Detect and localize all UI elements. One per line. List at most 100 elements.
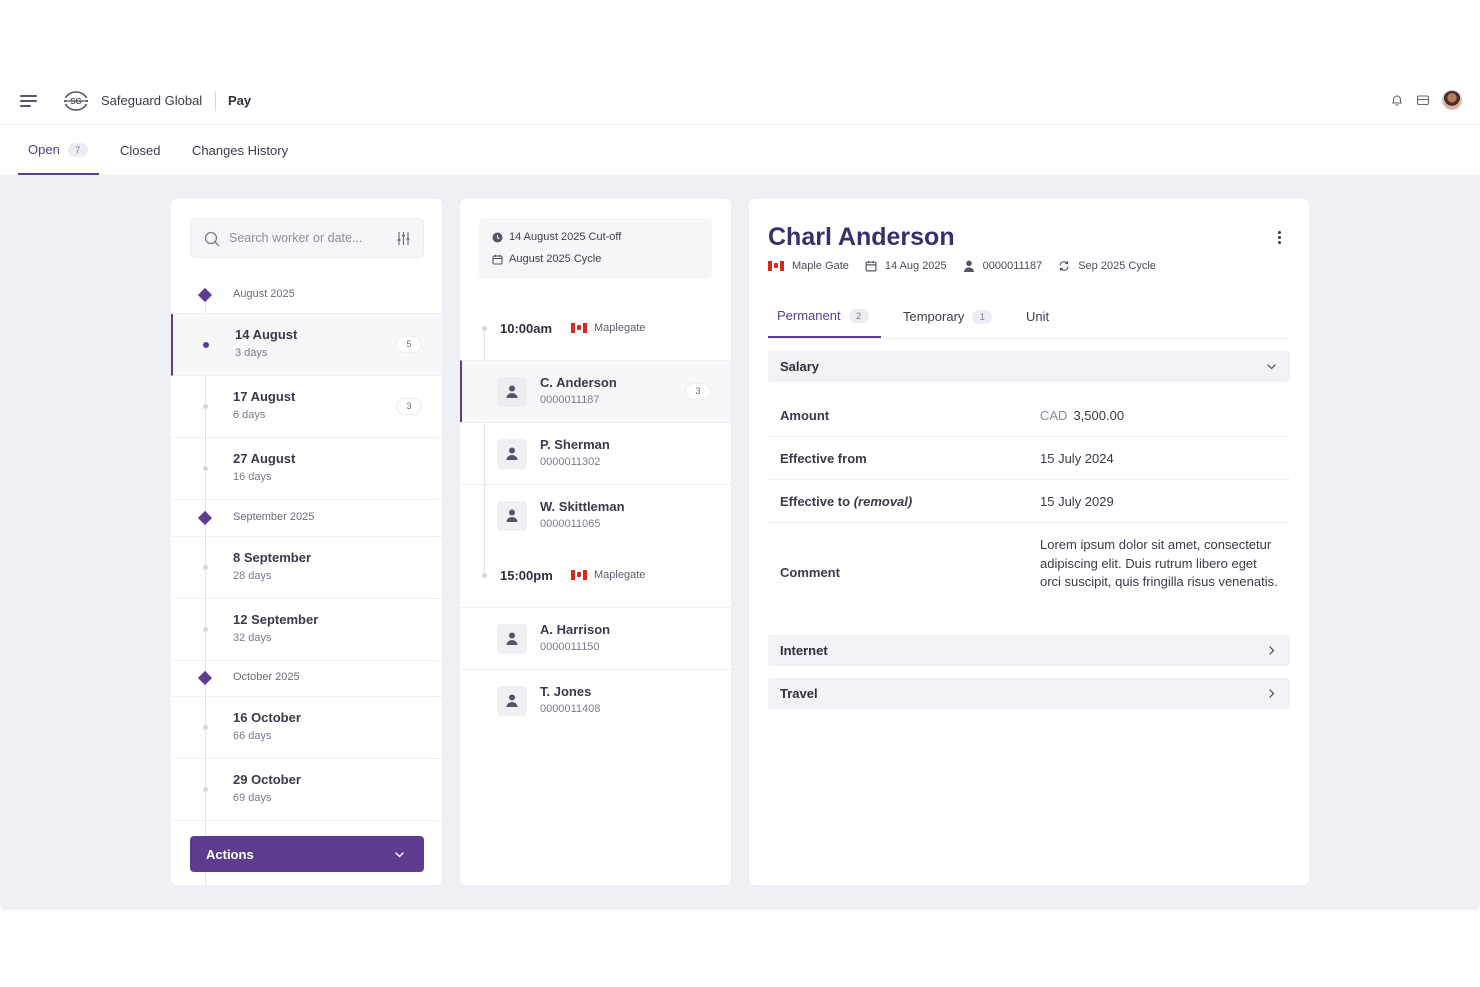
- tab-open-label: Open: [28, 142, 60, 157]
- meta-location-label: Maple Gate: [792, 260, 849, 272]
- field-label: Amount: [780, 408, 830, 423]
- timeline-dot: [203, 342, 209, 348]
- person-icon: [963, 260, 974, 272]
- cutoff-text: 14 August 2025 Cut-off: [509, 231, 622, 243]
- worker-name: P. Sherman: [540, 437, 610, 452]
- tab-permanent-count: 2: [848, 308, 869, 323]
- worker-item[interactable]: T. Jones 0000011408: [460, 669, 731, 731]
- date-title: 16 October: [233, 710, 301, 725]
- timeline-dot: [203, 565, 208, 570]
- cutoff-line: 14 August 2025 Cut-off: [492, 231, 621, 243]
- timeline-dot: [203, 627, 208, 632]
- more-options-icon[interactable]: [1278, 231, 1282, 245]
- date-days: 69 days: [233, 792, 272, 804]
- inbox-icon[interactable]: [1416, 93, 1430, 107]
- tab-closed[interactable]: Closed: [120, 126, 160, 175]
- pay-type-tabs: Permanent 2 Temporary 1 Unit: [768, 295, 1290, 339]
- date-title: 14 August: [235, 327, 298, 342]
- field-value: 15 July 2024: [1040, 451, 1114, 466]
- month-label: September 2025: [233, 511, 315, 523]
- tab-open[interactable]: Open 7: [18, 126, 99, 175]
- person-icon: [497, 686, 527, 716]
- canada-flag-icon: [571, 570, 587, 580]
- worker-name: A. Harrison: [540, 622, 611, 637]
- date-title: 27 August: [233, 451, 296, 466]
- field-label: Comment: [780, 565, 840, 580]
- chevron-right-icon: [1269, 689, 1275, 698]
- brand-name: Safeguard Global: [101, 93, 203, 108]
- date-item[interactable]: 29 October 69 days: [171, 759, 442, 821]
- bell-icon[interactable]: [1390, 93, 1404, 107]
- tab-changes-history-label: Changes History: [192, 143, 289, 158]
- canada-flag-icon: [571, 323, 587, 333]
- worker-item[interactable]: C. Anderson 0000011187 3: [460, 360, 731, 422]
- tab-temporary[interactable]: Temporary 1: [903, 295, 993, 338]
- user-avatar[interactable]: [1442, 90, 1462, 110]
- date-title: 17 August: [233, 389, 296, 404]
- svg-text:SG: SG: [70, 97, 82, 106]
- worker-item[interactable]: W. Skittleman 0000011065: [460, 484, 731, 546]
- filter-sliders-icon[interactable]: [396, 231, 411, 246]
- date-days: 16 days: [233, 471, 272, 483]
- count-badge: 3: [685, 383, 711, 400]
- time-location: Maplegate: [571, 322, 645, 334]
- person-icon: [497, 624, 527, 654]
- tab-changes-history[interactable]: Changes History: [192, 126, 288, 175]
- timeline-dot: [203, 725, 208, 730]
- meta-worker-id: 0000011187: [963, 260, 1043, 272]
- section-title: Salary: [780, 359, 820, 374]
- comment-text: Lorem ipsum dolor sit amet, consectetur …: [1040, 537, 1278, 589]
- cycle-line: August 2025 Cycle: [492, 253, 601, 265]
- date-title: 12 September: [233, 612, 319, 627]
- time-slot: 15:00pm Maplegate: [460, 557, 731, 595]
- internet-section-header[interactable]: Internet: [768, 635, 1290, 666]
- tab-unit-label: Unit: [1026, 309, 1050, 324]
- worker-id: 0000011408: [540, 703, 601, 715]
- meta-location: Maple Gate: [768, 260, 849, 272]
- header-actions: [1390, 90, 1462, 110]
- date-days: 32 days: [233, 632, 272, 644]
- section-title: Internet: [780, 643, 828, 658]
- worker-id: 0000011187: [540, 394, 600, 406]
- date-item[interactable]: 8 September 28 days: [171, 537, 442, 599]
- month-marker-icon: [197, 510, 213, 526]
- travel-section-header[interactable]: Travel: [768, 678, 1290, 709]
- section-title: Travel: [780, 686, 818, 701]
- search-input[interactable]: [229, 228, 389, 248]
- count-badge: 5: [396, 336, 422, 353]
- field-value: CAD 3,500.00: [1040, 408, 1124, 423]
- worker-item[interactable]: A. Harrison 0000011150: [460, 607, 731, 669]
- amount-value: 3,500.00: [1073, 408, 1125, 423]
- worker-id: 0000011302: [540, 456, 601, 468]
- clock-icon: [492, 232, 503, 242]
- worker-full-name: Charl Anderson: [768, 223, 955, 251]
- field-value: 15 July 2029: [1040, 494, 1114, 509]
- salary-section-header[interactable]: Salary: [768, 351, 1290, 382]
- meta-cycle: Sep 2025 Cycle: [1058, 260, 1156, 272]
- date-item[interactable]: 12 September 32 days: [171, 599, 442, 661]
- date-item[interactable]: 17 August 6 days 3: [171, 376, 442, 438]
- tab-temporary-count: 1: [972, 309, 993, 324]
- date-item[interactable]: 14 August 3 days 5: [171, 314, 442, 376]
- main-tabs: Open 7 Closed Changes History: [0, 126, 1480, 175]
- meta-worker-id-label: 0000011187: [982, 260, 1043, 272]
- search-icon: [204, 231, 220, 247]
- timeline-dot: [203, 787, 208, 792]
- tab-unit[interactable]: Unit: [1026, 295, 1049, 338]
- meta-date: 14 Aug 2025: [865, 260, 947, 272]
- timeline-line: [205, 295, 206, 885]
- month-marker-icon: [197, 670, 213, 686]
- date-days: 66 days: [233, 730, 272, 742]
- date-list-panel: August 2025 14 August 3 days 5 17 August…: [171, 199, 442, 885]
- tab-temporary-label: Temporary: [903, 309, 965, 324]
- date-item[interactable]: 16 October 66 days: [171, 697, 442, 759]
- tab-closed-label: Closed: [120, 143, 161, 158]
- date-item[interactable]: 27 August 16 days: [171, 438, 442, 500]
- tab-permanent[interactable]: Permanent 2: [768, 295, 881, 338]
- month-header: September 2025: [171, 499, 442, 537]
- tab-permanent-label: Permanent: [777, 308, 841, 323]
- worker-item[interactable]: P. Sherman 0000011302: [460, 422, 731, 484]
- actions-button[interactable]: Actions: [190, 836, 424, 872]
- worker-name: T. Jones: [540, 684, 592, 699]
- menu-icon[interactable]: [20, 95, 38, 107]
